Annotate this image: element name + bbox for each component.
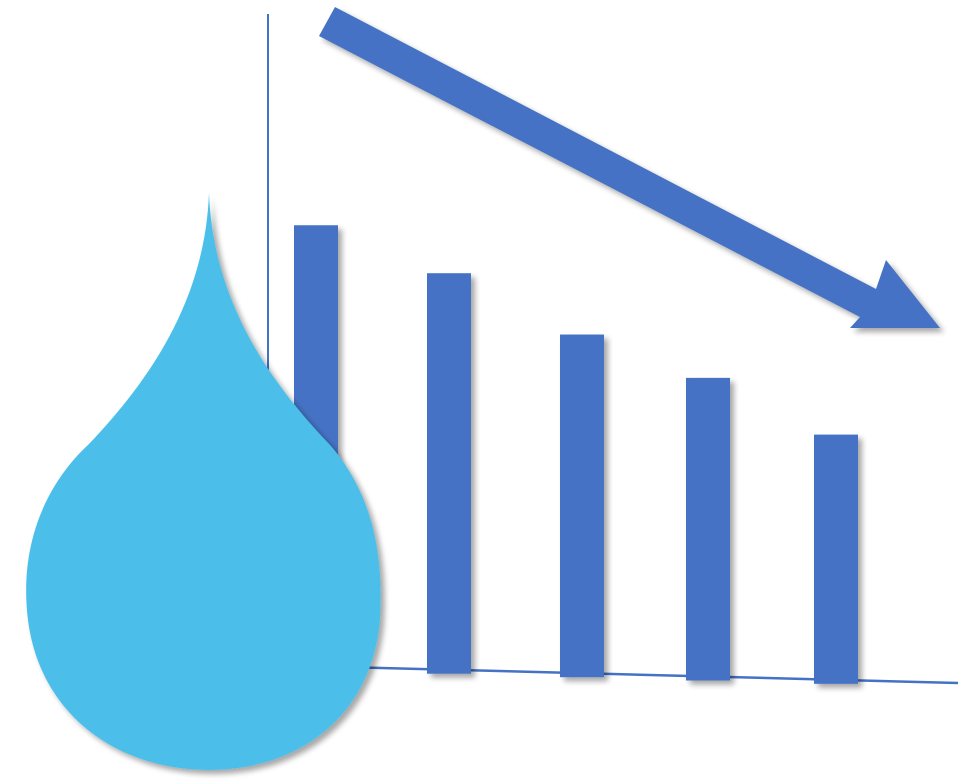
down-arrow-icon <box>319 7 940 328</box>
bar-2 <box>427 273 471 674</box>
bar-3 <box>560 334 604 678</box>
water-drop-icon <box>26 193 381 770</box>
bar-4 <box>686 377 730 681</box>
bar-5 <box>814 434 858 684</box>
